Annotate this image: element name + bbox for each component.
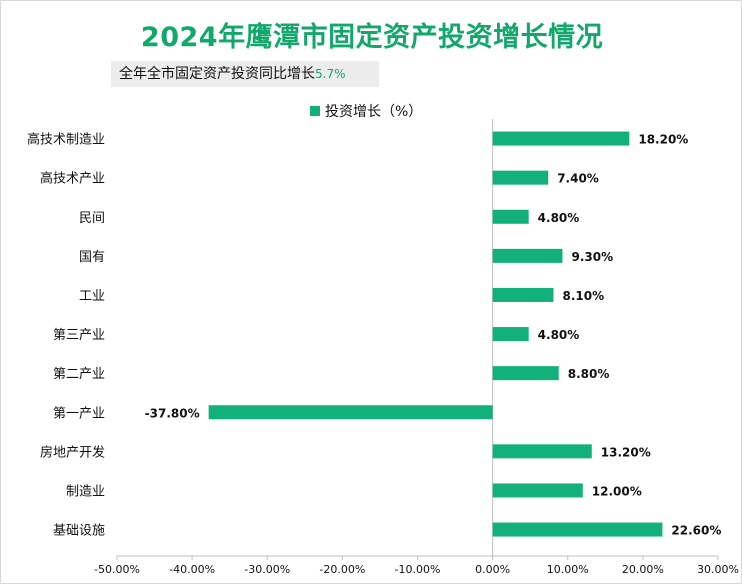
category-label: 民间 — [79, 211, 105, 226]
x-tick-label: -10.00% — [395, 563, 441, 576]
x-tick-label: 20.00% — [622, 563, 664, 576]
x-tick-label: -20.00% — [319, 563, 365, 576]
category-label: 第二产业 — [53, 367, 105, 382]
bar — [492, 287, 554, 302]
chart-title: 2024年鹰潭市固定资产投资增长情况 — [140, 22, 604, 53]
bar — [492, 131, 630, 146]
data-label: 13.20% — [601, 445, 651, 459]
subtitle-box: 全年全市固定资产投资同比增长5.7% — [111, 61, 379, 87]
category-label: 第一产业 — [53, 406, 105, 421]
subtitle-value: 5.7% — [315, 67, 346, 81]
x-tick-label: -30.00% — [244, 563, 290, 576]
x-tick-label: 10.00% — [547, 563, 589, 576]
bar — [492, 366, 559, 381]
x-tick-label: -50.00% — [94, 563, 140, 576]
x-tick-label: 0.00% — [475, 563, 510, 576]
legend-label: 投资增长（%） — [325, 104, 422, 120]
category-label: 第三产业 — [53, 328, 105, 343]
legend-swatch — [310, 106, 320, 116]
category-label: 高技术产业 — [40, 171, 105, 187]
x-tick-label: 30.00% — [697, 563, 739, 576]
category-label: 基础设施 — [53, 524, 105, 539]
subtitle-label: 全年全市固定资产投资同比增长 — [119, 66, 315, 82]
data-label: 7.40% — [557, 172, 599, 186]
data-label: 8.10% — [562, 289, 604, 303]
category-label: 国有 — [79, 250, 105, 265]
category-label: 制造业 — [66, 484, 105, 499]
data-label: 4.80% — [538, 211, 580, 225]
data-label: -37.80% — [145, 406, 200, 420]
bar — [492, 444, 592, 459]
data-label: 9.30% — [571, 250, 613, 264]
data-label: 22.60% — [671, 524, 721, 538]
data-label: 4.80% — [538, 328, 580, 342]
bar — [492, 170, 549, 185]
x-tick-label: -40.00% — [169, 563, 215, 576]
bar — [492, 483, 583, 498]
category-label: 高技术制造业 — [27, 132, 105, 148]
data-label: 12.00% — [592, 484, 642, 498]
bar — [492, 327, 529, 342]
data-label: 8.80% — [568, 367, 610, 381]
bar — [492, 248, 563, 263]
data-label: 18.20% — [638, 133, 688, 147]
category-label: 房地产开发 — [40, 444, 105, 460]
bar — [492, 522, 663, 537]
bar — [208, 405, 493, 420]
category-label: 工业 — [79, 289, 105, 304]
bar — [492, 209, 529, 224]
